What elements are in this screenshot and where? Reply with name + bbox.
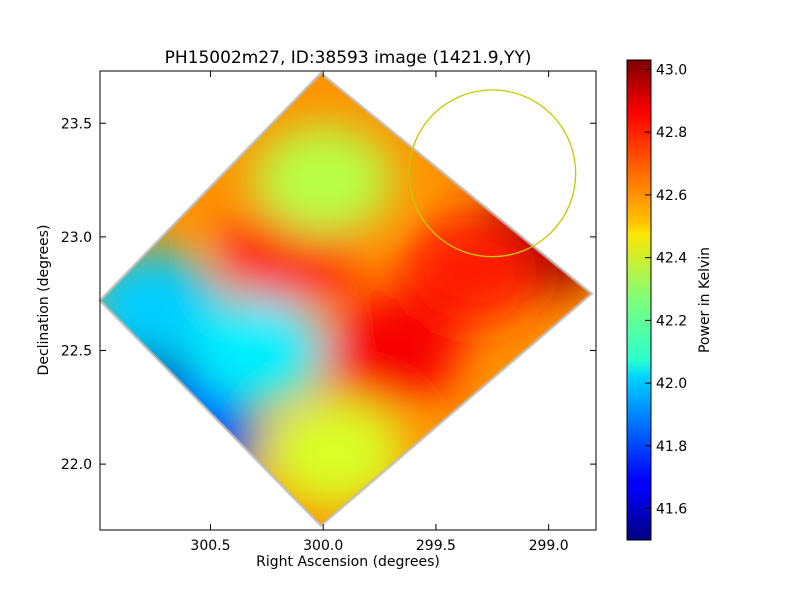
- x-tick-label: 299.0: [529, 538, 569, 554]
- x-tick-label: 300.5: [190, 538, 230, 554]
- colorbar-tick-label: 42.0: [656, 376, 687, 392]
- heatmap-image: [100, 73, 592, 526]
- colorbar-label: Power in Kelvin: [697, 247, 713, 353]
- heat-region-1: [399, 216, 540, 326]
- colorbar-tick-label: 43.0: [656, 62, 687, 78]
- colorbar-tick-label: 41.6: [656, 502, 687, 518]
- x-tick-label: 299.5: [416, 538, 456, 554]
- heat-region-2: [320, 295, 461, 406]
- y-tick-label: 22.5: [61, 343, 92, 359]
- y-tick-label: 23.5: [61, 116, 92, 132]
- footprint-edge: [97, 71, 594, 528]
- y-axis-ticks: 22.0 22.5 23.0 23.5: [61, 116, 596, 473]
- y-tick-label: 23.0: [61, 230, 92, 246]
- annotation-circle: [408, 89, 577, 258]
- x-tick-label: 300.0: [303, 538, 343, 554]
- x-axis-label: Right Ascension (degrees): [256, 554, 440, 570]
- plot-frame: [99, 70, 597, 531]
- heat-region-7: [264, 397, 405, 508]
- colorbar-tick-label: 42.2: [656, 313, 687, 329]
- colorbar-tick-label: 42.6: [656, 188, 687, 204]
- colorbar-tick-label: 42.8: [656, 125, 687, 141]
- heat-region-9: [185, 295, 326, 406]
- chart-title: PH15002m27, ID:38593 image (1421.9,YY): [165, 48, 532, 68]
- colorbar: [626, 59, 652, 541]
- heat-region-6: [253, 125, 394, 236]
- colorbar-tick-label: 42.4: [656, 251, 687, 267]
- colorbar-tick-label: 41.8: [656, 439, 687, 455]
- colorbar-ticks: 41.6 41.8 42.0 42.2 42.4 42.6 42.8 43.0: [645, 62, 687, 518]
- x-axis-ticks: 300.5 300.0 299.5 299.0: [190, 71, 569, 554]
- y-axis-label: Declination (degrees): [36, 225, 52, 376]
- y-tick-label: 22.0: [61, 457, 92, 473]
